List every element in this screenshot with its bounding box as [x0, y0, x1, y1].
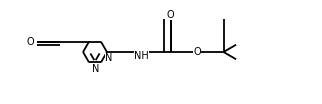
Text: O: O	[26, 37, 33, 47]
Text: N: N	[105, 53, 112, 63]
Text: O: O	[167, 10, 175, 20]
Text: NH: NH	[134, 51, 149, 61]
Text: O: O	[193, 47, 201, 57]
Text: N: N	[91, 64, 99, 74]
